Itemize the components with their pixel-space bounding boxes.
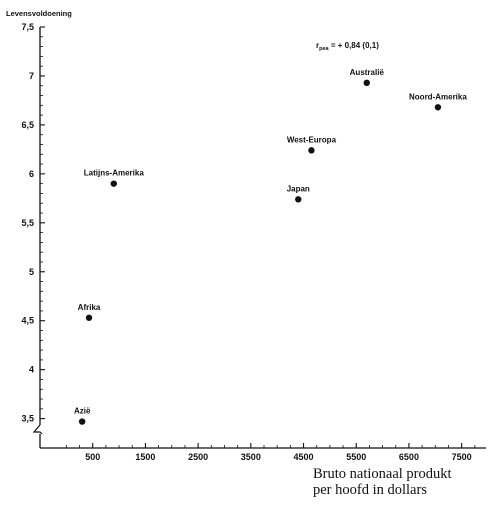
y-tick-label: 4,5 xyxy=(21,316,34,326)
y-tick-label: 6,5 xyxy=(21,120,34,130)
x-tick-label: 2500 xyxy=(188,452,208,462)
x-tick-label: 5500 xyxy=(346,452,366,462)
y-tick-label: 3,5 xyxy=(21,414,34,424)
x-tick-label: 500 xyxy=(85,452,100,462)
data-point-label: Latijns-Amerika xyxy=(84,169,145,178)
x-axis-title-line-1: Bruto nationaal produkt xyxy=(313,466,452,482)
y-tick-label: 7,5 xyxy=(21,22,34,32)
data-point xyxy=(85,314,93,321)
correlation-subscript: pea xyxy=(319,46,329,52)
data-point xyxy=(308,147,315,154)
x-tick-label: 4500 xyxy=(294,452,314,462)
data-point xyxy=(110,180,117,187)
axes: 3,5 4 4,5 5 5,5 6 6,5 7 7,5 500 1500 2500 3500 4500 55… xyxy=(21,22,486,462)
x-tick-label: 6500 xyxy=(399,452,419,462)
data-point-label: Noord-Amerika xyxy=(409,92,467,101)
correlation-symbol: r xyxy=(316,41,319,50)
x-axis-title-line-2: per hoofd in dollars xyxy=(313,482,427,498)
data-point xyxy=(434,104,442,111)
data-point-label: Japan xyxy=(287,184,310,193)
x-tick-label: 7500 xyxy=(452,452,472,462)
data-point-label: Afrika xyxy=(78,303,101,312)
data-point xyxy=(363,79,370,87)
y-tick-label: 5 xyxy=(29,267,34,277)
y-tick-label: 5,5 xyxy=(21,218,34,228)
x-axis-title: Bruto nationaal produkt per hoofd in dol… xyxy=(313,466,488,498)
data-point xyxy=(78,418,86,425)
y-axis-title: Levensvoldoening xyxy=(6,9,72,18)
y-axis-break xyxy=(32,424,43,435)
data-points: Azië Afrika Latijns-Amerika Japan West-Europ… xyxy=(74,68,467,425)
correlation-annotation: rpea = + 0,84 (0,1) xyxy=(316,41,379,52)
data-point-label: Azië xyxy=(74,407,91,416)
x-tick-label: 3500 xyxy=(241,452,261,462)
y-tick-label: 7 xyxy=(29,71,34,81)
correlation-value: = + 0,84 (0,1) xyxy=(329,41,380,50)
data-point-label: Australië xyxy=(350,68,385,77)
x-tick-label: 1500 xyxy=(135,452,155,462)
y-tick-label: 6 xyxy=(29,169,34,179)
data-point-label: West-Europa xyxy=(287,135,337,144)
data-point xyxy=(295,196,302,203)
y-tick-label: 4 xyxy=(29,365,34,375)
